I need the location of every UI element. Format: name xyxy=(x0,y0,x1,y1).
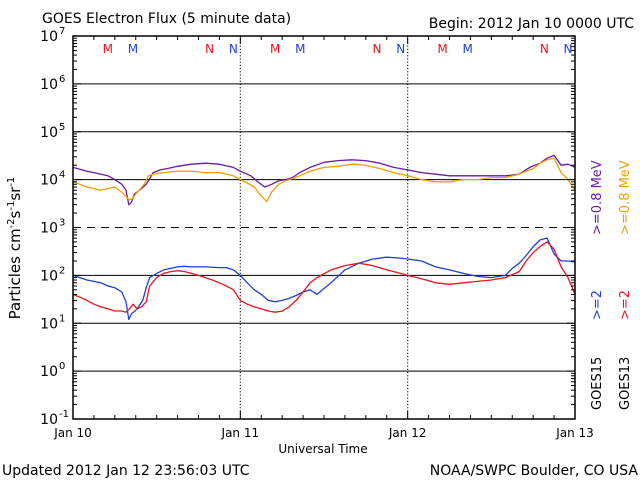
y-tick-label: 10 xyxy=(40,268,58,284)
chart-title: GOES Electron Flux (5 minute data) xyxy=(42,11,291,27)
y-axis-label: Particles cm-2s-1sr-1 xyxy=(6,177,24,320)
y-tick-exponent: 7 xyxy=(59,26,65,37)
y-tick-label: 10 xyxy=(40,364,58,380)
y-tick-base: 10 xyxy=(40,173,58,189)
y-tick-exponent: -1 xyxy=(59,409,69,420)
y-label-base: Particles cm xyxy=(6,228,24,319)
marker-n: N xyxy=(229,42,238,56)
y-tick-base: 10 xyxy=(40,221,58,237)
legend-entry: GOES13 xyxy=(618,357,633,410)
marker-m: M xyxy=(128,42,138,56)
y-tick-base: 10 xyxy=(40,125,58,141)
y-tick-base: 10 xyxy=(40,412,58,428)
y-tick-exponent: 0 xyxy=(59,361,65,372)
credit-line: NOAA/SWPC Boulder, CO USA xyxy=(430,463,639,479)
y-tick-label: 10 xyxy=(40,316,58,332)
y-label-mid1: s xyxy=(6,210,24,218)
y-tick-exponent: 1 xyxy=(59,313,65,324)
y-tick-exponent: 4 xyxy=(59,170,65,181)
updated-time: Updated 2012 Jan 12 23:56:03 UTC xyxy=(2,463,250,479)
marker-m: M xyxy=(270,42,280,56)
x-axis-label: Universal Time xyxy=(278,442,367,456)
y-tick-label: 10 xyxy=(40,412,58,428)
marker-m: M xyxy=(295,42,305,56)
gridlines xyxy=(73,83,575,372)
y-tick-base: 10 xyxy=(40,29,58,45)
y-tick-label: 10 xyxy=(40,221,58,237)
x-axis-ticks: Jan 10 Jan 11 Jan 12 Jan 13 xyxy=(53,36,594,440)
marker-n: N xyxy=(396,42,405,56)
y-tick-label: 10 xyxy=(40,173,58,189)
marker-n: N xyxy=(205,42,214,56)
x-tick-label: Jan 12 xyxy=(388,426,427,440)
y-label-exp3: -1 xyxy=(6,177,17,187)
y-tick-exponent: 2 xyxy=(59,265,65,276)
y-tick-base: 10 xyxy=(40,316,58,332)
marker-m: M xyxy=(462,42,472,56)
y-tick-label: 10 xyxy=(40,77,58,93)
begin-time: Begin: 2012 Jan 10 0000 UTC xyxy=(429,16,634,32)
y-tick-exponent: 6 xyxy=(59,74,65,85)
legend-entry: >=2 xyxy=(618,290,633,320)
y-label-exp2: -1 xyxy=(6,201,17,211)
y-tick-label: 10 xyxy=(40,29,58,45)
y-tick-base: 10 xyxy=(40,364,58,380)
series-lines xyxy=(72,154,576,321)
x-tick-label: Jan 11 xyxy=(221,426,260,440)
x-tick-label: Jan 10 xyxy=(53,426,92,440)
y-tick-exponent: 3 xyxy=(59,218,65,229)
svg-text:Particles cm-2s-1sr-1: Particles cm-2s-1sr-1 xyxy=(6,177,24,320)
legend: GOES13 >=2 >=0.8 MeV GOES15 >=2 >=0.8 MeV xyxy=(590,160,633,410)
y-label-exp1: -2 xyxy=(6,218,17,228)
legend-entry: >=0.8 MeV xyxy=(590,160,605,235)
y-tick-exponent: 5 xyxy=(59,122,65,133)
legend-entry: GOES15 xyxy=(590,357,605,410)
legend-entry: >=0.8 MeV xyxy=(618,160,633,235)
marker-n: N xyxy=(540,42,549,56)
marker-n: N xyxy=(564,42,573,56)
series-line xyxy=(72,241,576,313)
marker-m: M xyxy=(103,42,113,56)
marker-m: M xyxy=(437,42,447,56)
marker-n: N xyxy=(372,42,381,56)
y-tick-base: 10 xyxy=(40,268,58,284)
y-label-mid2: sr xyxy=(6,186,24,201)
y-tick-label: 10 xyxy=(40,125,58,141)
y-tick-base: 10 xyxy=(40,77,58,93)
series-line xyxy=(72,157,576,203)
series-line xyxy=(72,237,576,321)
legend-entry: >=2 xyxy=(590,290,605,320)
x-tick-label: Jan 13 xyxy=(555,426,594,440)
series-line xyxy=(72,154,576,206)
